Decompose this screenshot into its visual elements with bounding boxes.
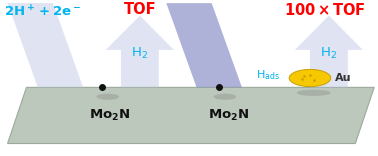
- Text: $\mathbf{100\times TOF}$: $\mathbf{100\times TOF}$: [284, 2, 366, 18]
- Text: TOF: TOF: [124, 2, 156, 17]
- Text: $\mathrm{H_2}$: $\mathrm{H_2}$: [132, 46, 148, 61]
- Text: $\mathrm{H_{ads}}$: $\mathrm{H_{ads}}$: [256, 68, 280, 82]
- Ellipse shape: [214, 94, 236, 100]
- Polygon shape: [8, 87, 374, 144]
- Ellipse shape: [96, 94, 119, 100]
- Circle shape: [289, 69, 331, 87]
- Polygon shape: [8, 3, 83, 87]
- Text: $\mathbf{Mo_2N}$: $\mathbf{Mo_2N}$: [89, 108, 130, 123]
- Text: $\mathbf{Mo_2N}$: $\mathbf{Mo_2N}$: [208, 108, 249, 123]
- Ellipse shape: [297, 90, 331, 96]
- Polygon shape: [295, 16, 363, 87]
- Polygon shape: [166, 3, 242, 87]
- Text: $\mathrm{H_2}$: $\mathrm{H_2}$: [321, 46, 337, 61]
- Text: $\mathbf{2H^+ + 2e^-}$: $\mathbf{2H^+ + 2e^-}$: [4, 5, 81, 20]
- Polygon shape: [106, 16, 174, 87]
- Text: Au: Au: [335, 73, 351, 83]
